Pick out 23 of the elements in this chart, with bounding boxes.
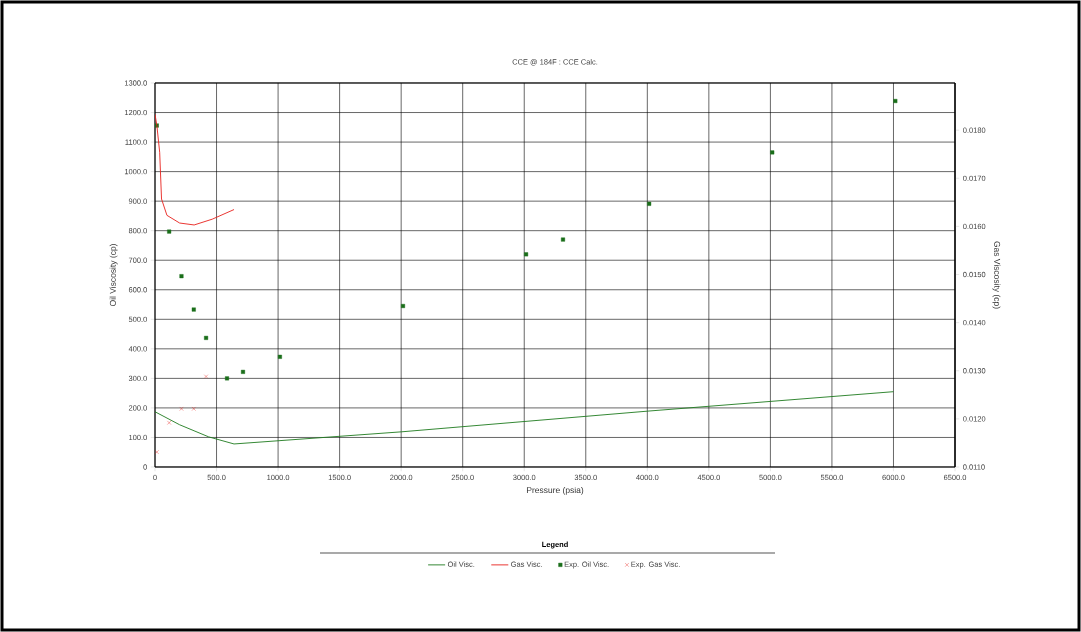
point bbox=[167, 420, 172, 425]
point bbox=[191, 307, 196, 312]
point bbox=[524, 252, 529, 257]
x-axis-title: Pressure (psia) bbox=[526, 486, 584, 495]
line-series bbox=[155, 113, 235, 226]
point bbox=[647, 201, 652, 206]
point bbox=[179, 406, 184, 411]
point bbox=[770, 150, 775, 155]
line-series bbox=[155, 391, 894, 445]
point bbox=[167, 229, 172, 234]
point bbox=[155, 450, 159, 455]
point bbox=[241, 369, 245, 374]
point bbox=[277, 354, 282, 359]
point bbox=[401, 304, 405, 309]
point bbox=[191, 406, 196, 411]
point bbox=[225, 376, 229, 381]
point bbox=[561, 237, 565, 242]
y-axis-title: Oil Viscosity (cp) bbox=[109, 244, 118, 307]
y2-axis-title: Gas Viscosity (cp) bbox=[992, 241, 1001, 309]
point bbox=[179, 274, 184, 279]
point bbox=[204, 335, 209, 340]
point bbox=[893, 99, 898, 104]
point bbox=[204, 374, 209, 379]
